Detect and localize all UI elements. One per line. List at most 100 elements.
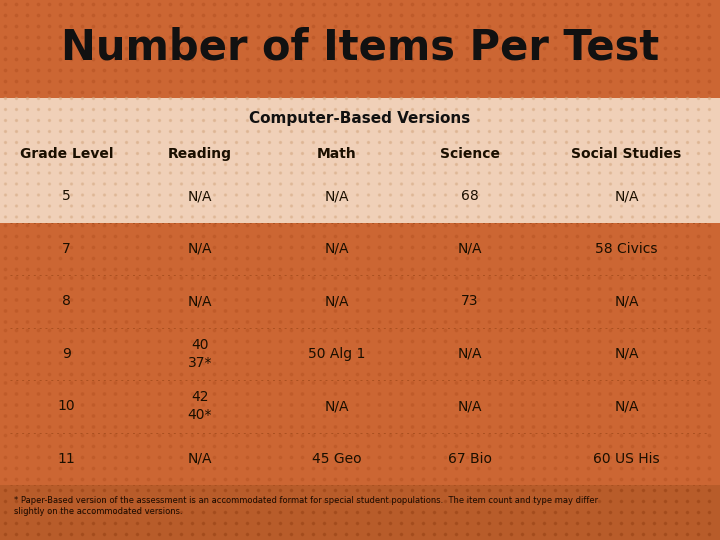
- Circle shape: [48, 216, 50, 218]
- Circle shape: [114, 119, 117, 122]
- Circle shape: [225, 69, 227, 72]
- Circle shape: [642, 456, 644, 458]
- Circle shape: [665, 501, 667, 503]
- Circle shape: [444, 329, 446, 332]
- Circle shape: [27, 224, 29, 227]
- Circle shape: [37, 329, 40, 332]
- Circle shape: [346, 310, 348, 312]
- Circle shape: [48, 25, 50, 28]
- Circle shape: [323, 235, 325, 238]
- Circle shape: [71, 415, 73, 417]
- Circle shape: [103, 69, 106, 72]
- Circle shape: [554, 69, 557, 72]
- Circle shape: [598, 164, 600, 165]
- Circle shape: [148, 58, 150, 60]
- Circle shape: [444, 141, 446, 144]
- Circle shape: [103, 467, 106, 470]
- Circle shape: [379, 194, 380, 196]
- Circle shape: [235, 131, 238, 132]
- Circle shape: [114, 340, 117, 343]
- Text: N/A: N/A: [324, 242, 349, 256]
- Circle shape: [510, 501, 513, 503]
- Circle shape: [697, 268, 700, 271]
- Circle shape: [390, 131, 392, 132]
- Circle shape: [81, 164, 84, 165]
- Circle shape: [444, 522, 446, 524]
- Circle shape: [698, 205, 700, 207]
- Circle shape: [467, 14, 469, 17]
- Circle shape: [279, 310, 282, 312]
- Circle shape: [588, 183, 590, 185]
- Circle shape: [390, 362, 392, 365]
- Circle shape: [213, 268, 216, 271]
- Circle shape: [654, 164, 655, 165]
- Circle shape: [477, 80, 480, 83]
- Circle shape: [202, 478, 204, 481]
- Circle shape: [148, 456, 150, 458]
- Circle shape: [246, 277, 248, 279]
- Circle shape: [4, 393, 6, 395]
- Circle shape: [290, 98, 292, 99]
- Circle shape: [125, 91, 127, 94]
- Circle shape: [104, 164, 106, 165]
- Circle shape: [37, 446, 40, 448]
- Circle shape: [642, 216, 644, 218]
- Circle shape: [225, 119, 227, 122]
- Circle shape: [269, 415, 271, 417]
- Circle shape: [192, 246, 194, 249]
- Circle shape: [279, 446, 282, 448]
- Circle shape: [467, 426, 469, 428]
- Circle shape: [686, 25, 689, 28]
- Circle shape: [346, 141, 348, 144]
- Circle shape: [588, 522, 590, 524]
- Circle shape: [60, 216, 61, 218]
- Circle shape: [48, 183, 50, 185]
- Circle shape: [269, 25, 271, 28]
- Circle shape: [510, 299, 513, 301]
- Circle shape: [588, 478, 590, 481]
- Circle shape: [423, 119, 425, 122]
- Circle shape: [71, 257, 73, 260]
- Circle shape: [686, 382, 689, 384]
- Circle shape: [148, 141, 150, 144]
- Circle shape: [411, 534, 413, 536]
- Circle shape: [378, 310, 381, 312]
- Circle shape: [235, 321, 238, 323]
- Circle shape: [609, 478, 612, 481]
- Circle shape: [665, 141, 667, 144]
- Circle shape: [180, 478, 183, 481]
- Circle shape: [81, 426, 84, 428]
- Circle shape: [148, 14, 150, 17]
- Circle shape: [423, 467, 425, 470]
- Circle shape: [423, 382, 425, 384]
- Circle shape: [654, 119, 655, 122]
- Circle shape: [258, 489, 260, 491]
- Circle shape: [488, 131, 490, 132]
- Circle shape: [81, 299, 84, 301]
- Circle shape: [158, 14, 161, 17]
- Circle shape: [225, 131, 227, 132]
- Circle shape: [444, 415, 446, 417]
- Circle shape: [312, 362, 315, 365]
- Circle shape: [708, 183, 711, 185]
- Circle shape: [346, 382, 348, 384]
- Circle shape: [521, 415, 523, 417]
- Circle shape: [4, 415, 6, 417]
- Circle shape: [180, 91, 183, 94]
- Circle shape: [71, 183, 73, 185]
- Circle shape: [665, 36, 667, 39]
- Circle shape: [588, 36, 590, 39]
- Circle shape: [213, 373, 216, 376]
- Circle shape: [27, 91, 29, 94]
- Circle shape: [192, 321, 194, 323]
- Circle shape: [258, 109, 259, 111]
- Circle shape: [158, 393, 161, 395]
- Circle shape: [653, 14, 656, 17]
- Circle shape: [214, 216, 215, 218]
- Text: N/A: N/A: [457, 242, 482, 256]
- Circle shape: [665, 268, 667, 271]
- Circle shape: [642, 131, 644, 132]
- Circle shape: [71, 194, 73, 196]
- Circle shape: [433, 109, 436, 111]
- Circle shape: [533, 119, 534, 122]
